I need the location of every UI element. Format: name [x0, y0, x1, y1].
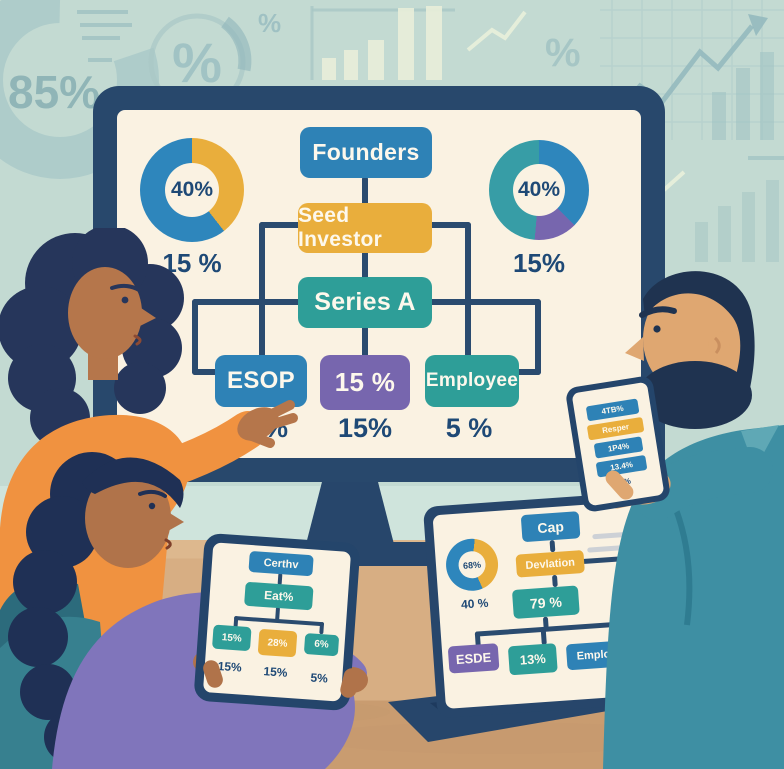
org-node-series-a: Series A [298, 277, 432, 328]
org-node-seed-investor: Seed Investor [298, 203, 432, 253]
connector-series-left [192, 299, 198, 375]
right-donut-chart: 40% [489, 140, 589, 240]
right-donut-caption: 15% [512, 248, 566, 278]
monitor: Founders Seed Investor Series A ESOP 15 … [93, 86, 665, 482]
right-donut-center-label: 40% [513, 164, 565, 216]
connector-series-right [535, 299, 541, 375]
phone-node-3: 1P4% [593, 435, 644, 459]
laptop-node-esde: ESDE [447, 643, 500, 674]
seated-woman-face [85, 468, 184, 568]
left-donut-center-label: 40% [165, 163, 219, 217]
connector-series-left-stub [192, 369, 220, 375]
seated-woman-hair-top [82, 457, 184, 508]
tablet-node-6: 6% [303, 633, 340, 657]
stat-donut-85: 85% [0, 0, 159, 179]
svg-text:%: % [172, 31, 222, 94]
man-collar [741, 425, 779, 469]
man-eyebrow [639, 306, 677, 318]
tablet-caption-2: 15% [263, 664, 288, 680]
share-label-mid: 15% [337, 413, 393, 443]
connector-center [362, 176, 368, 358]
man-beard [638, 361, 752, 429]
org-node-founders: Founders [300, 127, 432, 178]
tablet-node-28: 28% [257, 628, 298, 658]
standing-woman-hand [237, 400, 298, 448]
laptop-donut-center: 68% [457, 550, 487, 580]
percent-small-glyph: % [258, 8, 281, 38]
percent-mid-glyph: % [545, 31, 581, 75]
tablet-conn-right [319, 622, 325, 635]
org-node-employee: Employee [425, 355, 519, 407]
man-hair [643, 271, 755, 393]
tablet-screen: Certhv Eat% 15% 28% 6% 15% 15% 5% [202, 542, 352, 702]
share-label-employee: 5 % [445, 413, 493, 443]
deco-lines [77, 10, 132, 62]
connector-seed-right [465, 222, 471, 358]
person-man [603, 271, 784, 769]
phone-node-4: 13.4% [595, 454, 648, 478]
tablet-caption-3: 5% [310, 670, 329, 686]
man-head [625, 271, 755, 429]
laptop-donut: 68% [444, 537, 500, 593]
man-arm [634, 447, 773, 520]
svg-text:85%: 85% [8, 66, 100, 118]
standing-woman-face [68, 267, 156, 359]
connector-seed-left [259, 222, 265, 358]
tablet-node-15: 15% [211, 624, 252, 652]
deco-bar-chart [310, 6, 527, 80]
tablet-node-mid: Eat% [244, 581, 314, 611]
org-node-esop: ESOP [215, 355, 307, 407]
left-donut-chart: 40% [140, 138, 244, 242]
monitor-screen: Founders Seed Investor Series A ESOP 15 … [117, 110, 641, 458]
org-node-esop-pct: 15 % [320, 355, 410, 410]
tablet-node-top: Certhv [248, 550, 314, 577]
laptop-donut-caption: 40 % [460, 595, 489, 612]
connector-series-right-stub [513, 369, 541, 375]
